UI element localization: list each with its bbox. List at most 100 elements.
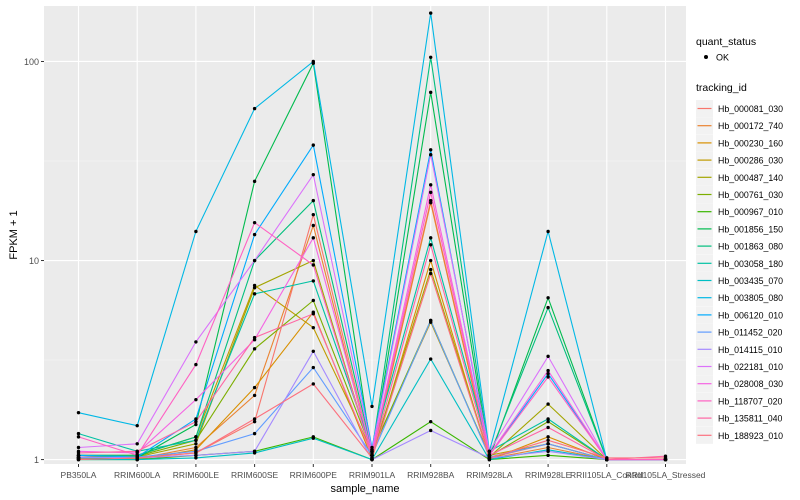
data-point — [135, 456, 139, 460]
data-point — [546, 402, 550, 406]
data-point — [194, 453, 198, 458]
data-point — [546, 305, 550, 310]
data-point — [311, 382, 315, 386]
data-point — [605, 456, 609, 460]
data-point — [546, 417, 550, 421]
legend-label-Hb_011452_020: Hb_011452_020 — [718, 328, 783, 338]
data-point — [252, 232, 257, 237]
data-point — [311, 298, 315, 303]
data-point — [76, 410, 81, 415]
data-point — [311, 59, 315, 64]
data-point — [194, 340, 198, 344]
y-axis-label: FPKM + 1 — [8, 210, 20, 259]
data-point — [370, 453, 374, 458]
data-point — [429, 318, 433, 323]
data-point — [194, 417, 198, 421]
data-point — [429, 428, 433, 433]
data-point — [487, 456, 492, 460]
data-point — [252, 431, 257, 436]
y-tick-label: 100 — [24, 57, 39, 67]
data-point — [663, 456, 668, 460]
data-point — [194, 397, 198, 402]
data-point — [252, 417, 257, 421]
data-point — [429, 243, 433, 247]
data-point — [252, 283, 257, 288]
data-point — [429, 11, 433, 15]
data-point — [546, 229, 550, 234]
legend-label-ok: OK — [716, 53, 729, 63]
data-point — [546, 438, 550, 442]
data-point — [546, 372, 550, 376]
data-point — [429, 148, 433, 152]
legend-title-quant-status: quant_status — [696, 36, 756, 48]
data-point — [311, 312, 315, 316]
data-point — [429, 267, 433, 272]
legend-label-Hb_000487_140: Hb_000487_140 — [718, 173, 783, 183]
x-axis: PB350LA RRIM600LA RRIM600LE RRIM600SE RRIM60… — [61, 464, 706, 480]
x-tick-label: RRII105LA_Stressed — [626, 470, 706, 480]
data-point — [76, 457, 81, 462]
data-point — [429, 419, 433, 424]
legend-label-Hb_000286_030: Hb_000286_030 — [718, 156, 783, 166]
legend-label-Hb_001856_150: Hb_001856_150 — [718, 224, 783, 234]
legend-label-Hb_000081_030: Hb_000081_030 — [718, 104, 783, 114]
data-point — [252, 335, 257, 340]
data-point — [194, 442, 198, 446]
legend-items: Hb_000081_030 Hb_000172_740 Hb_000230_160 H… — [696, 100, 783, 444]
x-tick-label: RRIM928LA — [466, 470, 513, 480]
legend: quant_status OK tracking_id Hb_000081_03… — [696, 36, 783, 444]
data-point — [311, 223, 315, 228]
data-point — [546, 425, 550, 430]
data-point — [429, 183, 433, 187]
data-point — [135, 442, 139, 446]
x-tick-label: RRIM600LA — [114, 470, 161, 480]
data-point — [429, 190, 433, 195]
data-point — [311, 236, 315, 240]
legend-label-Hb_000172_740: Hb_000172_740 — [718, 121, 783, 131]
data-point — [429, 90, 433, 95]
legend-label-Hb_022181_010: Hb_022181_010 — [718, 362, 783, 372]
data-point — [546, 368, 550, 373]
data-point — [194, 456, 198, 460]
data-point — [135, 423, 139, 428]
legend-label-Hb_188923_010: Hb_188923_010 — [718, 431, 783, 441]
data-point — [370, 456, 374, 460]
data-point — [252, 385, 257, 390]
x-tick-label: RRIM600LE — [173, 470, 220, 480]
x-tick-label: RRIM901LA — [349, 470, 396, 480]
data-point — [252, 258, 257, 263]
data-point — [76, 431, 81, 436]
y-axis: 1 10 100 — [24, 57, 44, 465]
legend-label-Hb_001863_080: Hb_001863_080 — [718, 242, 783, 252]
data-point — [546, 453, 550, 458]
data-point — [76, 455, 81, 459]
data-point — [135, 453, 139, 458]
data-point — [76, 451, 81, 455]
data-point — [194, 422, 198, 427]
data-point — [487, 449, 492, 454]
y-tick-label: 1 — [34, 455, 39, 465]
legend-label-Hb_014115_010: Hb_014115_010 — [718, 345, 783, 355]
data-point — [546, 449, 550, 454]
x-tick-label: RRIM600PE — [290, 470, 338, 480]
y-tick-label: 10 — [29, 256, 39, 266]
data-point — [429, 153, 433, 157]
x-tick-label: RRIM600SE — [231, 470, 279, 480]
legend-label-Hb_006120_010: Hb_006120_010 — [718, 310, 783, 320]
legend-label-Hb_003058_180: Hb_003058_180 — [718, 259, 783, 269]
data-point — [429, 201, 433, 205]
legend-label-Hb_003805_080: Hb_003805_080 — [718, 293, 783, 303]
data-point — [546, 296, 550, 300]
data-point — [311, 198, 315, 203]
data-point — [311, 143, 315, 147]
data-point — [311, 258, 315, 263]
data-point — [311, 212, 315, 217]
x-tick-label: PB350LA — [61, 470, 97, 480]
data-point — [194, 435, 198, 439]
data-points — [76, 11, 668, 462]
data-point — [252, 179, 257, 184]
data-point — [194, 451, 198, 455]
data-point — [311, 172, 315, 177]
data-point — [546, 419, 550, 424]
